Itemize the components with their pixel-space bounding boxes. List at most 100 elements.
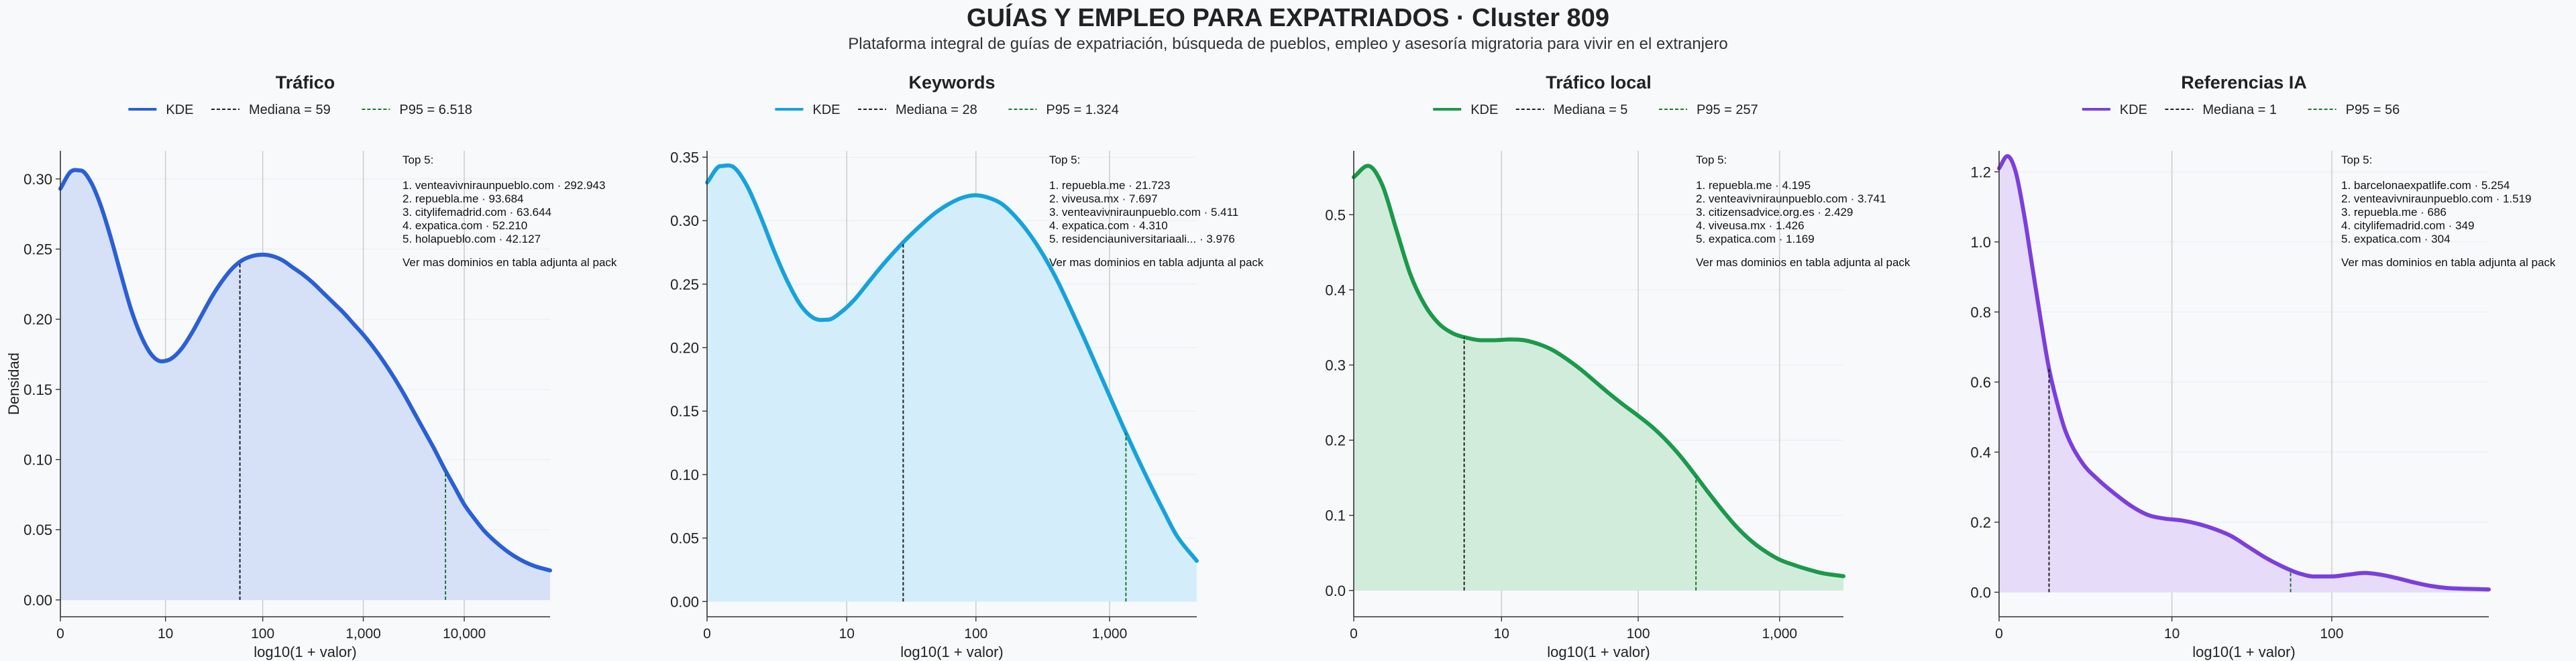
x-tick-label: 1,000 xyxy=(1762,626,1798,642)
y-tick-label: 0.4 xyxy=(1325,282,1346,298)
legend-label-kde: KDE xyxy=(166,103,193,117)
y-tick-label: 0.25 xyxy=(670,276,699,293)
y-tick-label: 0.6 xyxy=(1970,374,1991,391)
top5-item: 3. repuebla.me · 686 xyxy=(2341,206,2447,219)
y-tick-label: 0.0 xyxy=(1325,583,1346,599)
x-axis-label: log10(1 + valor) xyxy=(2192,644,2295,660)
top5-item: 4. expatica.com · 52.210 xyxy=(402,219,527,232)
legend-label-p95: P95 = 257 xyxy=(1697,103,1758,117)
legend-item-p95: P95 = 1.324 xyxy=(1008,103,1119,117)
y-tick-label: 0.35 xyxy=(670,149,699,166)
top5-item: 2. repuebla.me · 93.684 xyxy=(402,192,524,205)
legend-item-kde: KDE xyxy=(128,103,194,117)
top5-item: 1. repuebla.me · 21.723 xyxy=(1049,179,1171,192)
y-tick-label: 0.5 xyxy=(1325,206,1346,223)
top5-item: 2. viveusa.mx · 7.697 xyxy=(1049,192,1158,205)
x-tick-label: 10,000 xyxy=(443,626,486,642)
y-axis-label: Densidad xyxy=(5,353,22,415)
x-axis-label: log10(1 + valor) xyxy=(900,644,1003,660)
top5-heading: Top 5: xyxy=(402,154,433,166)
panel-title: Tráfico xyxy=(276,72,335,93)
legend-item-p95: P95 = 257 xyxy=(1659,103,1758,117)
panel-title: Keywords xyxy=(908,72,995,93)
top5-annotation: Top 5: 1. venteavivniraunpueblo.com · 292… xyxy=(402,154,617,269)
legend-label-median: Mediana = 1 xyxy=(2202,103,2277,117)
legend-label-p95: P95 = 56 xyxy=(2346,103,2400,117)
legend: KDE Mediana = 59 P95 = 6.518 xyxy=(128,103,472,117)
x-tick-label: 1,000 xyxy=(1092,626,1128,642)
x-tick-label: 100 xyxy=(251,626,274,642)
kde-line xyxy=(58,168,552,573)
kde-line xyxy=(1352,164,1845,579)
y-tick-label: 0.15 xyxy=(670,403,699,420)
top5-item: 2. venteavivniraunpueblo.com · 1.519 xyxy=(2341,192,2532,205)
y-tick-label: 1.0 xyxy=(1970,234,1991,251)
top5-heading: Top 5: xyxy=(1049,154,1080,166)
y-tick-label: 1.2 xyxy=(1970,164,1991,180)
legend-item-median: Mediana = 5 xyxy=(1515,103,1628,117)
chart-panel-2: Keywords KDE Mediana = 28 P95 = 1.324 0.00 0.… xyxy=(670,72,1264,660)
kde-area xyxy=(707,165,1197,602)
kde-area xyxy=(1999,156,2489,593)
kde-area xyxy=(1354,166,1843,591)
top5-item: 1. repuebla.me · 4.195 xyxy=(1696,179,1811,192)
top5-item: 5. residenciauniversitariaali... · 3.976 xyxy=(1049,233,1235,245)
figure-subtitle: Plataforma integral de guías de expatria… xyxy=(848,35,1728,53)
top5-item: 4. citylifemadrid.com · 349 xyxy=(2341,219,2474,232)
top5-heading: Top 5: xyxy=(2341,154,2372,166)
y-tick-label: 0.10 xyxy=(670,467,699,483)
kde-area xyxy=(60,170,550,600)
top5-item: 1. venteavivniraunpueblo.com · 292.943 xyxy=(402,179,605,192)
y-tick-label: 0.2 xyxy=(1970,514,1991,531)
legend-label-median: Mediana = 59 xyxy=(249,103,331,117)
y-tick-label: 0.00 xyxy=(23,592,52,609)
x-tick-label: 100 xyxy=(1627,626,1650,642)
legend-label-p95: P95 = 1.324 xyxy=(1046,103,1118,117)
y-tick-label: 0.30 xyxy=(23,171,52,188)
kde-line xyxy=(705,163,1199,563)
x-axis-label: log10(1 + valor) xyxy=(254,644,356,660)
y-tick-label: 0.1 xyxy=(1325,507,1346,524)
top5-annotation: Top 5: 1. barcelonaexpatlife.com · 5.2542… xyxy=(2341,154,2556,269)
y-tick-label: 0.4 xyxy=(1970,444,1991,461)
x-tick-label: 0 xyxy=(1350,626,1358,642)
x-tick-label: 0 xyxy=(703,626,711,642)
legend-item-p95: P95 = 56 xyxy=(2308,103,2400,117)
panel-title: Referencias IA xyxy=(2181,72,2307,93)
legend-item-median: Mediana = 28 xyxy=(858,103,977,117)
y-tick-label: 0.20 xyxy=(23,311,52,328)
x-tick-label: 100 xyxy=(2320,626,2343,642)
y-tick-label: 0.05 xyxy=(670,530,699,547)
y-tick-label: 0.00 xyxy=(670,593,699,610)
kde-line xyxy=(1997,154,2491,592)
legend-label-kde: KDE xyxy=(2120,103,2147,117)
legend-label-p95: P95 = 6.518 xyxy=(399,103,472,117)
top5-item: 2. venteavivniraunpueblo.com · 3.741 xyxy=(1696,192,1886,205)
top5-item: 3. citylifemadrid.com · 63.644 xyxy=(402,206,551,219)
legend-label-median: Mediana = 5 xyxy=(1554,103,1628,117)
top5-item: 3. citizensadvice.org.es · 2.429 xyxy=(1696,206,1853,219)
y-tick-label: 0.20 xyxy=(670,340,699,357)
y-tick-label: 0.0 xyxy=(1970,584,1991,601)
legend: KDE Mediana = 1 P95 = 56 xyxy=(2082,103,2400,117)
panel-title: Tráfico local xyxy=(1546,72,1652,93)
top5-heading: Top 5: xyxy=(1696,154,1727,166)
y-tick-label: 0.15 xyxy=(23,381,52,398)
top5-item: 5. expatica.com · 1.169 xyxy=(1696,233,1815,245)
x-tick-label: 0 xyxy=(56,626,64,642)
legend-item-median: Mediana = 1 xyxy=(2165,103,2277,117)
y-tick-label: 0.25 xyxy=(23,241,52,258)
y-tick-label: 0.05 xyxy=(23,522,52,538)
y-tick-label: 0.8 xyxy=(1970,304,1991,320)
y-tick-label: 0.30 xyxy=(670,213,699,229)
top5-footer: Ver mas dominios en tabla adjunta al pac… xyxy=(402,256,617,269)
top5-item: 5. holapueblo.com · 42.127 xyxy=(402,233,541,245)
legend-label-kde: KDE xyxy=(812,103,840,117)
y-tick-label: 0.2 xyxy=(1325,432,1346,449)
top5-footer: Ver mas dominios en tabla adjunta al pac… xyxy=(2341,256,2556,269)
y-tick-label: 0.3 xyxy=(1325,357,1346,373)
top5-item: 4. viveusa.mx · 1.426 xyxy=(1696,219,1805,232)
x-tick-label: 10 xyxy=(2164,626,2180,642)
